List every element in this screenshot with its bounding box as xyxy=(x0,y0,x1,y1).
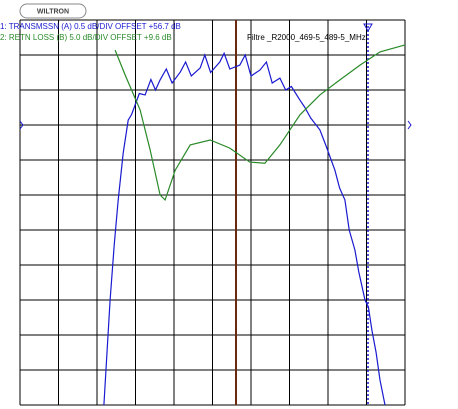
ref-marker-right xyxy=(407,120,412,130)
trace xyxy=(103,51,386,406)
logo-frame xyxy=(19,3,87,19)
ref-marker-left xyxy=(19,120,24,130)
marker xyxy=(363,23,373,33)
legend-entry: 2: RETN LOSS (B) 5.0 dB/DIV OFFSET +9.6 … xyxy=(0,33,172,42)
logo: WILTRON xyxy=(37,8,69,15)
trace xyxy=(114,44,406,201)
legend-entry: 1: TRANSMSSN (A) 0.5 dB/DIV OFFSET +56.7… xyxy=(0,22,181,31)
chart-title: Filtre _R2000_469-5_489-5_MHz xyxy=(247,33,366,42)
grid xyxy=(19,19,406,406)
